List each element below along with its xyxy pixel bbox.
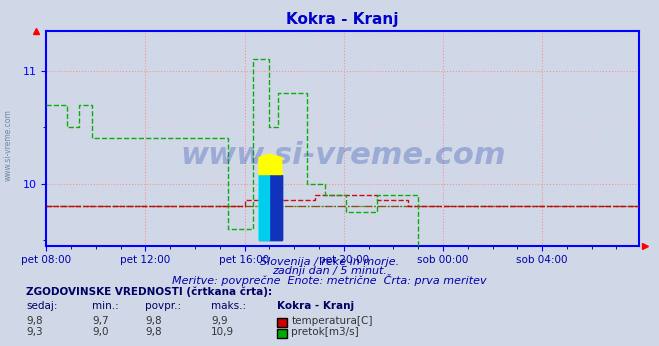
Text: Meritve: povprečne  Enote: metrične  Črta: prva meritev: Meritve: povprečne Enote: metrične Črta:…: [172, 274, 487, 286]
Polygon shape: [259, 174, 270, 240]
Text: povpr.:: povpr.:: [145, 301, 181, 311]
Polygon shape: [259, 154, 281, 174]
Text: ZGODOVINSKE VREDNOSTI (črtkana črta):: ZGODOVINSKE VREDNOSTI (črtkana črta):: [26, 286, 272, 297]
Text: 9,9: 9,9: [211, 316, 227, 326]
Text: temperatura[C]: temperatura[C]: [291, 316, 373, 326]
Polygon shape: [259, 172, 281, 174]
Text: Kokra - Kranj: Kokra - Kranj: [277, 301, 354, 311]
Title: Kokra - Kranj: Kokra - Kranj: [287, 12, 399, 27]
Text: www.si-vreme.com: www.si-vreme.com: [180, 141, 505, 170]
Polygon shape: [270, 174, 281, 240]
Polygon shape: [259, 174, 281, 240]
Text: 10,9: 10,9: [211, 327, 234, 337]
Text: zadnji dan / 5 minut.: zadnji dan / 5 minut.: [272, 266, 387, 276]
Text: pretok[m3/s]: pretok[m3/s]: [291, 327, 359, 337]
Text: 9,8: 9,8: [145, 327, 161, 337]
Text: 9,0: 9,0: [92, 327, 109, 337]
Text: 9,3: 9,3: [26, 327, 43, 337]
Polygon shape: [259, 174, 270, 240]
Text: Slovenija / reke in morje.: Slovenija / reke in morje.: [260, 257, 399, 267]
Text: sedaj:: sedaj:: [26, 301, 58, 311]
Text: min.:: min.:: [92, 301, 119, 311]
Text: maks.:: maks.:: [211, 301, 246, 311]
Text: 9,8: 9,8: [26, 316, 43, 326]
Text: 9,8: 9,8: [145, 316, 161, 326]
Text: 9,7: 9,7: [92, 316, 109, 326]
Text: www.si-vreme.com: www.si-vreme.com: [4, 109, 13, 181]
